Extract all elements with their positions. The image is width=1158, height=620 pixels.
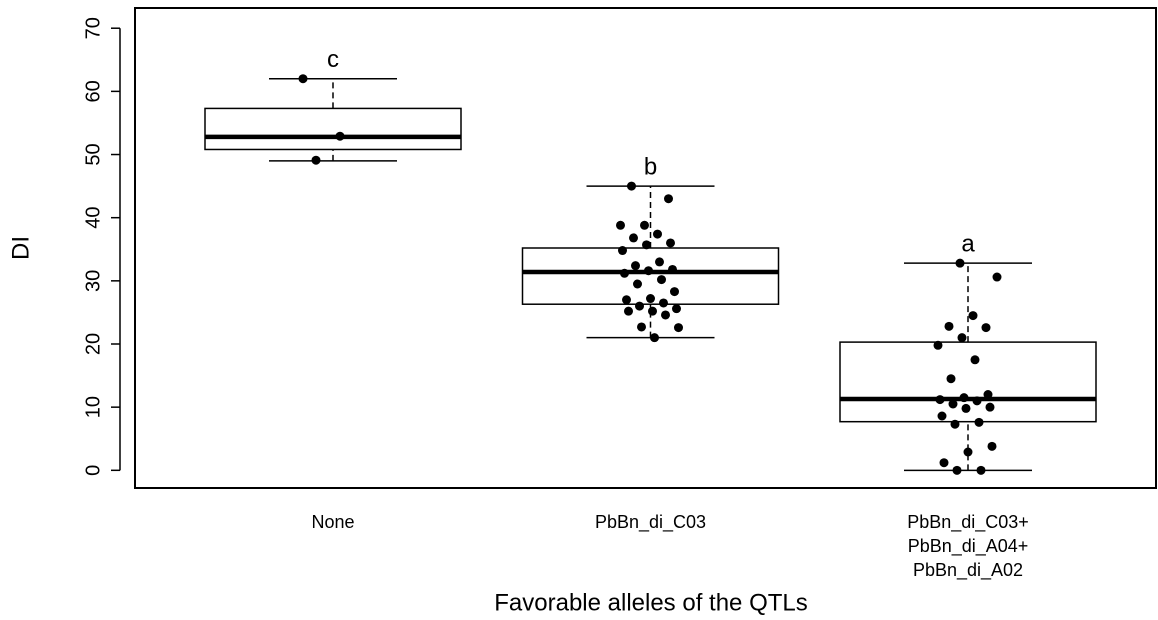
- data-point: [985, 402, 995, 412]
- y-tick-label: 30: [82, 270, 104, 292]
- y-tick-label: 60: [82, 80, 104, 102]
- data-point: [944, 321, 954, 331]
- data-point: [672, 304, 681, 314]
- data-point: [624, 306, 633, 316]
- data-point: [298, 74, 308, 84]
- data-point: [952, 465, 962, 475]
- y-tick-label: 70: [82, 17, 104, 39]
- group-letter: c: [327, 46, 339, 73]
- data-point: [635, 301, 644, 311]
- data-point: [627, 181, 636, 191]
- data-point: [653, 229, 662, 239]
- data-point: [650, 333, 659, 343]
- group-letter: a: [961, 231, 975, 258]
- data-point: [974, 417, 984, 427]
- data-point: [646, 294, 655, 304]
- data-point: [935, 395, 945, 405]
- data-point: [987, 441, 997, 451]
- data-point: [981, 323, 991, 333]
- data-point: [644, 266, 653, 276]
- group-letter: b: [644, 153, 657, 180]
- data-point: [933, 340, 943, 350]
- data-point: [637, 322, 646, 332]
- data-point: [968, 311, 978, 321]
- data-point: [655, 257, 664, 267]
- y-tick-label: 40: [82, 207, 104, 229]
- data-point: [959, 393, 969, 403]
- data-point: [642, 240, 651, 250]
- data-point: [674, 323, 683, 333]
- data-point: [670, 287, 679, 297]
- y-tick-label: 50: [82, 143, 104, 165]
- box: [204, 107, 462, 151]
- y-axis-title: DI: [7, 236, 34, 260]
- data-point: [618, 246, 627, 256]
- data-point: [946, 374, 956, 384]
- x-tick-label: PbBn_di_C03: [594, 512, 707, 532]
- data-point: [620, 268, 629, 278]
- data-point: [983, 390, 993, 400]
- data-point: [972, 396, 982, 406]
- data-point: [668, 264, 677, 274]
- data-point: [976, 465, 986, 475]
- data-point: [631, 261, 640, 271]
- data-point: [648, 306, 657, 316]
- data-point: [659, 298, 668, 308]
- y-tick-label: 10: [82, 396, 104, 418]
- data-point: [666, 238, 675, 248]
- x-axis-title: Favorable alleles of the QTLs: [494, 589, 808, 616]
- data-point: [970, 355, 980, 365]
- data-point: [616, 220, 625, 230]
- data-point: [664, 194, 673, 204]
- data-point: [657, 275, 666, 285]
- data-point: [948, 399, 958, 409]
- data-point: [937, 411, 947, 421]
- data-point: [950, 419, 960, 429]
- plot-frame: [134, 7, 1157, 489]
- y-tick-label: 20: [82, 333, 104, 355]
- data-point: [963, 447, 973, 457]
- data-point: [629, 233, 638, 243]
- data-point: [640, 220, 649, 230]
- data-point: [992, 272, 1002, 282]
- data-point: [955, 258, 965, 268]
- data-point: [633, 279, 642, 289]
- data-point: [661, 310, 670, 320]
- data-point: [957, 333, 967, 343]
- x-tick-label: PbBn_di_C03+ PbBn_di_A04+ PbBn_di_A02: [907, 512, 1029, 580]
- data-point: [311, 155, 321, 165]
- data-point: [335, 131, 345, 141]
- x-tick-label: None: [311, 512, 355, 532]
- y-tick-label: 0: [82, 465, 104, 476]
- data-point: [939, 458, 949, 468]
- data-point: [622, 295, 631, 305]
- data-point: [961, 403, 971, 413]
